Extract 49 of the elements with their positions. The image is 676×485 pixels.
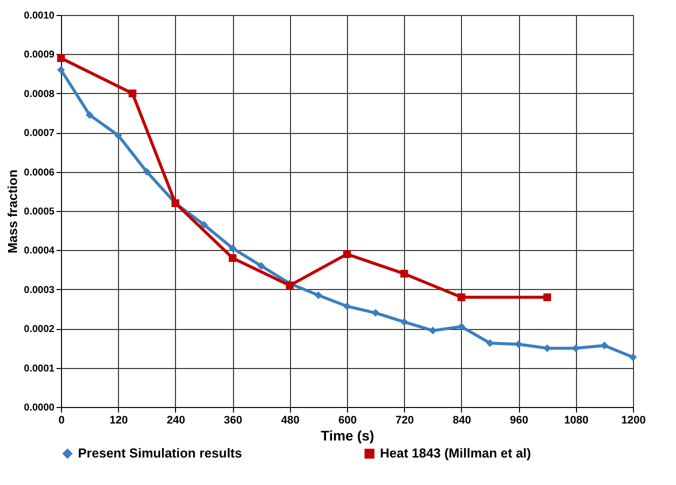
x-tick-label: 0 bbox=[58, 414, 65, 426]
point bbox=[86, 111, 94, 119]
x-tick-label: 120 bbox=[110, 414, 128, 426]
y-tick-label: 0.0005 bbox=[24, 206, 55, 218]
x-tick-label: 480 bbox=[281, 414, 300, 426]
y-tick-label: 0.0000 bbox=[24, 402, 55, 414]
point bbox=[200, 220, 208, 229]
point bbox=[486, 339, 494, 347]
legend-label: Heat 1843 (Millman et al) bbox=[380, 446, 531, 461]
x-tick-label: 360 bbox=[224, 414, 242, 426]
x-tick-label: 1200 bbox=[621, 414, 646, 426]
point bbox=[114, 131, 122, 140]
y-tick-label: 0.0008 bbox=[24, 88, 55, 100]
point bbox=[400, 270, 408, 278]
x-tick-label: 720 bbox=[396, 414, 414, 426]
point bbox=[428, 326, 437, 334]
y-axis-title: Mass fraction bbox=[4, 170, 20, 254]
point bbox=[458, 293, 466, 302]
point bbox=[142, 168, 151, 176]
point bbox=[57, 66, 65, 74]
y-tick-label: 0.0004 bbox=[24, 246, 55, 257]
y-tick-label: 0.0001 bbox=[24, 363, 55, 374]
point bbox=[128, 90, 136, 98]
y-tick-label: 0.0009 bbox=[24, 50, 55, 61]
legend-label: Present Simulation results bbox=[78, 446, 242, 461]
point bbox=[629, 353, 637, 362]
x-tick-label: 840 bbox=[452, 414, 472, 426]
y-tick-label: 0.0003 bbox=[24, 284, 55, 296]
x-axis-title: Time (s) bbox=[320, 428, 374, 444]
point bbox=[257, 262, 266, 270]
y-tick-label: 0.0002 bbox=[24, 324, 55, 336]
point bbox=[343, 250, 351, 258]
point bbox=[600, 342, 608, 350]
y-tick-label: 0.0007 bbox=[24, 128, 55, 140]
point bbox=[543, 293, 552, 302]
point bbox=[57, 54, 65, 62]
x-tick-label: 960 bbox=[510, 414, 528, 426]
point bbox=[400, 318, 408, 326]
point bbox=[458, 322, 466, 331]
point bbox=[228, 254, 236, 262]
x-tick-label: 1080 bbox=[564, 414, 589, 426]
y-tick-label: 0.0010 bbox=[24, 10, 55, 22]
x-tick-label: 240 bbox=[166, 414, 186, 426]
y-tick-label: 0.0006 bbox=[24, 167, 55, 178]
point bbox=[343, 302, 351, 310]
point bbox=[314, 291, 322, 300]
x-tick-label: 600 bbox=[338, 414, 357, 426]
point bbox=[228, 244, 236, 252]
point bbox=[372, 309, 380, 317]
